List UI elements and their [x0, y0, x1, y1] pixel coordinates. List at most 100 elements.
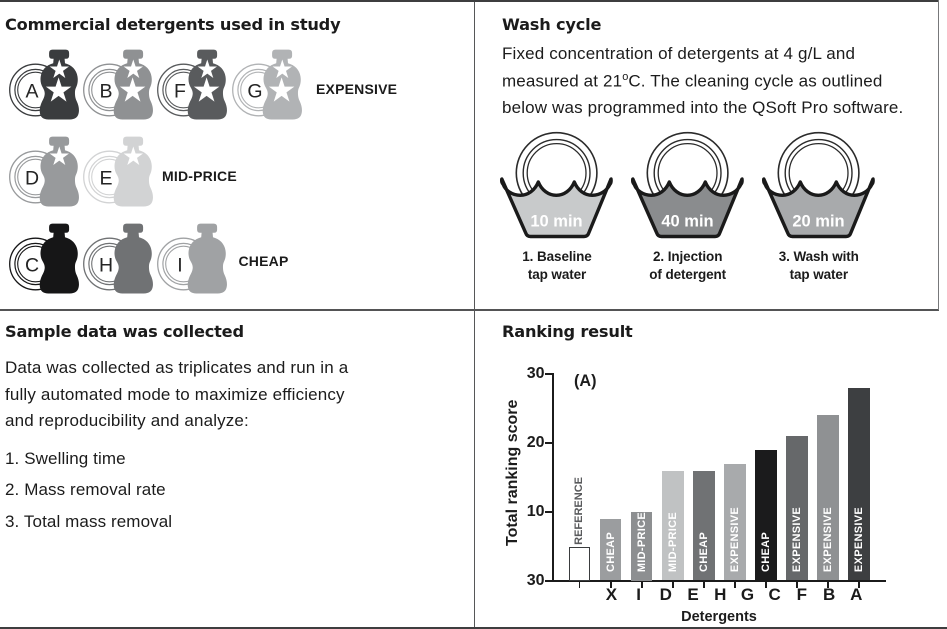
wash-step-caption-line2: tap water	[527, 267, 587, 282]
x-tick-letter-I: I	[636, 585, 641, 604]
bar-D: MID-PRICE	[630, 512, 653, 581]
detergent-icon-F: F	[157, 49, 228, 120]
x-tick	[640, 581, 643, 588]
x-tick-letter-B: B	[822, 585, 836, 604]
bar-price-label: EXPENSIVE	[790, 507, 803, 573]
x-tick	[795, 581, 798, 588]
x-tick-letter-D: D	[659, 585, 672, 604]
x-tick	[578, 581, 581, 588]
bar-price-label: MID-PRICE	[635, 512, 648, 573]
wash-step-caption-line2: tap water	[789, 267, 848, 282]
detergent-letter: A	[25, 80, 38, 102]
sample-list-item-2: 2. Mass removal rate	[5, 480, 166, 500]
y-axis-label: Total ranking score	[504, 399, 521, 546]
bar-I: CHEAP	[599, 518, 622, 581]
y-tick	[544, 373, 554, 375]
wash-step-caption-3: 3. Wash with tap water	[742, 248, 896, 284]
bar-price-label: CHEAP	[759, 532, 772, 573]
sample-title: Sample data was collected	[5, 322, 244, 341]
x-tick	[609, 581, 612, 588]
detergent-letter: F	[174, 80, 186, 102]
wash-title: Wash cycle	[502, 15, 602, 34]
sample-body-line1: Data was collected as triplicates and ru…	[5, 358, 349, 377]
bar-price-label: EXPENSIVE	[852, 507, 865, 573]
bar-price-label: CHEAP	[604, 532, 617, 573]
y-tick	[544, 580, 554, 582]
x-tick-letter-G: G	[740, 585, 755, 604]
detergents-title: Commercial detergents used in study	[5, 15, 341, 34]
bar-C: CHEAP	[755, 449, 777, 581]
wash-step-icon-2: 40 min	[623, 126, 753, 244]
bar-A: EXPENSIVE	[848, 387, 870, 581]
x-tick-letter-C: C	[768, 585, 781, 604]
wash-minutes: 40 min	[661, 213, 713, 231]
x-tick	[702, 581, 705, 588]
wash-step-number: 2.	[653, 249, 665, 264]
detergent-letter: I	[178, 255, 183, 277]
wash-step-number: 3.	[778, 249, 790, 264]
bar-H: CHEAP	[692, 470, 715, 581]
price-label-MID-PRICE: MID-PRICE	[162, 168, 237, 184]
detergent-icon-B: B	[82, 49, 153, 120]
wash-step-caption-1: 1. Baseline tap water	[480, 248, 634, 284]
wash-step-icon-3: 20 min	[754, 126, 884, 244]
detergent-letter: B	[99, 80, 112, 102]
wash-basin-icon	[761, 177, 875, 239]
wash-step-caption-line1: Injection	[667, 249, 723, 264]
vertical-divider	[473, 2, 475, 627]
x-tick-letter-F: F	[796, 585, 808, 604]
y-tick	[544, 442, 554, 444]
detergent-letter: H	[99, 255, 113, 277]
wash-step-caption-2: 2. Injection of detergent	[611, 248, 765, 284]
x-tick-letter-X: X	[605, 585, 618, 604]
x-tick-letter-A: A	[850, 585, 863, 604]
bottle-icon	[188, 223, 228, 294]
wash-body-line1: Fixed concentration of detergents at 4 g…	[502, 44, 856, 63]
price-label-CHEAP: CHEAP	[238, 253, 289, 269]
sample-body-line2: fully automated mode to maximize efficie…	[5, 384, 345, 404]
right-border	[938, 0, 940, 310]
detergent-letter: G	[247, 80, 262, 102]
top-border	[0, 0, 938, 3]
y-tick	[544, 511, 554, 513]
bar-F: EXPENSIVE	[786, 436, 808, 581]
x-axis-label: Detergents	[681, 608, 757, 625]
bar-price-label: MID-PRICE	[666, 512, 679, 573]
ranking-title: Ranking result	[502, 322, 633, 341]
y-tick-label: 10	[526, 502, 545, 520]
wash-basin-icon	[630, 177, 744, 239]
detergent-icon-I: I	[157, 223, 228, 294]
detergent-icon-E: E	[82, 136, 153, 207]
bottle-icon	[39, 223, 79, 294]
wash-minutes: 10 min	[530, 213, 582, 231]
wash-body-line2: measured at 21oC. The cleaning cycle as …	[502, 71, 883, 91]
reference-label: REFERENCE	[572, 476, 585, 545]
detergent-icon-G: G	[231, 49, 302, 120]
x-tick	[671, 581, 674, 588]
plot-tag: (A)	[574, 372, 597, 390]
bar-price-label: CHEAP	[697, 532, 710, 573]
detergent-icon-H: H	[82, 223, 153, 294]
wash-basin-icon	[499, 177, 613, 239]
price-label-EXPENSIVE: EXPENSIVE	[316, 80, 398, 97]
wash-body-line3: below was programmed into the QSoft Pro …	[502, 98, 904, 117]
bar-G: EXPENSIVE	[724, 463, 746, 581]
bar-price-label: EXPENSIVE	[821, 507, 834, 573]
detergent-letter: E	[99, 168, 112, 190]
y-tick-label: 30	[526, 571, 545, 589]
bar-E: MID-PRICE	[661, 470, 684, 581]
detergent-icon-A: A	[8, 49, 79, 120]
wash-step-caption-line1: Baseline	[536, 249, 592, 264]
bar-reference	[568, 546, 591, 581]
x-tick	[764, 581, 767, 588]
sample-list-item-1: 1. Swelling time	[5, 449, 126, 468]
y-axis-line	[552, 374, 555, 582]
sample-body-line3: and reproducibility and analyze:	[5, 411, 249, 430]
bottle-icon	[113, 223, 153, 294]
detergent-letter: D	[24, 168, 38, 190]
x-tick	[827, 581, 829, 588]
wash-step-caption-line2: of detergent	[649, 267, 727, 282]
wash-minutes: 20 min	[792, 213, 844, 231]
wash-step-number: 1.	[522, 249, 534, 264]
